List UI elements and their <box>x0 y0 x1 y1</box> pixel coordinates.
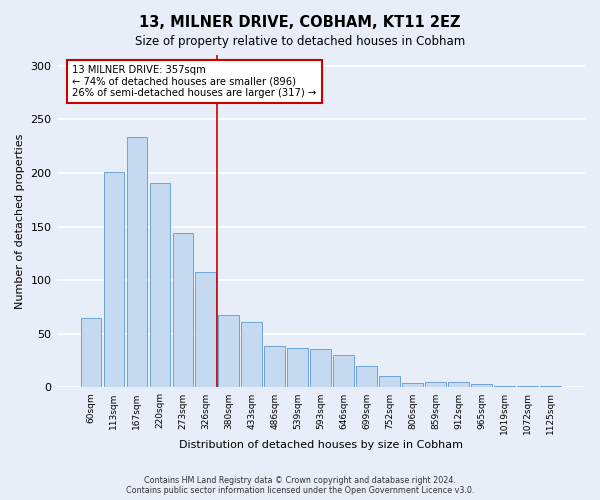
Bar <box>540 386 561 388</box>
Bar <box>334 356 354 388</box>
Bar <box>379 376 400 388</box>
Bar <box>80 318 101 388</box>
Bar <box>241 322 262 388</box>
Bar <box>517 386 538 388</box>
Bar <box>127 136 147 388</box>
Bar <box>265 346 285 388</box>
Text: 13 MILNER DRIVE: 357sqm
← 74% of detached houses are smaller (896)
26% of semi-d: 13 MILNER DRIVE: 357sqm ← 74% of detache… <box>73 65 317 98</box>
Bar <box>472 384 492 388</box>
Bar <box>310 349 331 388</box>
Bar <box>218 314 239 388</box>
Text: 13, MILNER DRIVE, COBHAM, KT11 2EZ: 13, MILNER DRIVE, COBHAM, KT11 2EZ <box>139 15 461 30</box>
Bar <box>494 386 515 388</box>
Bar <box>356 366 377 388</box>
Bar <box>403 383 423 388</box>
Bar <box>104 172 124 388</box>
Bar <box>425 382 446 388</box>
Bar <box>287 348 308 388</box>
X-axis label: Distribution of detached houses by size in Cobham: Distribution of detached houses by size … <box>179 440 463 450</box>
Bar <box>173 233 193 388</box>
Y-axis label: Number of detached properties: Number of detached properties <box>15 134 25 309</box>
Bar <box>196 272 216 388</box>
Text: Contains HM Land Registry data © Crown copyright and database right 2024.
Contai: Contains HM Land Registry data © Crown c… <box>126 476 474 495</box>
Bar <box>448 382 469 388</box>
Bar <box>149 182 170 388</box>
Text: Size of property relative to detached houses in Cobham: Size of property relative to detached ho… <box>135 35 465 48</box>
